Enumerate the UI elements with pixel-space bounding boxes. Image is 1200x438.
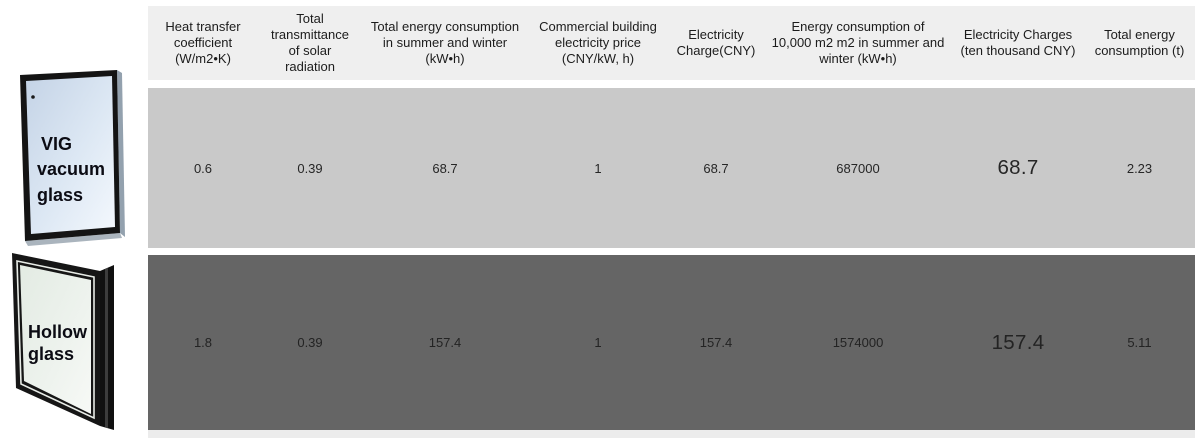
column-header-energy-10000m2: Energy consumption of 10,000 m2 m2 in su… — [771, 19, 945, 66]
vig-charges-ten-thousand-value: 68.7 — [997, 156, 1039, 179]
hollow-spacer-line — [16, 260, 95, 420]
vig-glass-pane — [26, 76, 115, 234]
hollow-energy-10000m2-value: 1574000 — [832, 335, 884, 350]
hollow-glass-image: Hollow glass — [12, 253, 114, 430]
table-row-hollow-glass: 1.8 0.39 157.4 1 157.4 1574000 157.4 5.1… — [148, 255, 1195, 430]
vig-label-line3: glass — [37, 185, 83, 205]
vig-total-energy-kwh-value: 68.7 — [432, 160, 458, 176]
column-header-electricity-charge: Electricity Charge(CNY) — [676, 27, 756, 58]
hollow-total-energy-t-value: 5.11 — [1127, 335, 1152, 350]
vig-label-line1: VIG — [41, 134, 72, 154]
vig-label-line2: vacuum — [37, 159, 105, 179]
hollow-charges-ten-thousand-value: 157.4 — [991, 330, 1045, 354]
comparison-table: Heat transfer coefficient (W/m2•K) Total… — [148, 6, 1195, 430]
vig-electricity-charge-value: 68.7 — [703, 160, 729, 176]
column-header-electricity-price: Commercial building electricity price (C… — [539, 19, 657, 66]
vig-electricity-price-value: 1 — [594, 160, 602, 176]
hollow-side-highlight — [105, 268, 108, 428]
hollow-label-line2: glass — [28, 344, 74, 364]
table-bottom-strip — [148, 430, 1195, 438]
vig-vacuum-port-dot — [31, 95, 35, 99]
vig-heat-transfer-value: 0.6 — [193, 160, 213, 176]
vig-panel-bottom-shadow — [25, 233, 122, 246]
table-row-vig-vacuum-glass: 0.6 0.39 68.7 1 68.7 687000 68.7 2.23 — [148, 88, 1195, 248]
hollow-solar-transmittance-value: 0.39 — [297, 335, 323, 350]
vig-total-energy-t-value: 2.23 — [1126, 160, 1153, 176]
vig-vacuum-glass-image: VIG vacuum glass — [20, 70, 125, 246]
column-header-total-energy-t: Total energy consumption (t) — [1094, 27, 1185, 58]
column-header-heat-transfer: Heat transfer coefficient (W/m2•K) — [165, 19, 241, 66]
vig-panel-edge — [117, 70, 125, 237]
hollow-electricity-charge-value: 157.4 — [699, 335, 733, 350]
column-header-solar-transmittance: Total transmittance of solar radiation — [270, 11, 350, 74]
vig-energy-10000m2-value: 687000 — [836, 160, 880, 176]
hollow-total-energy-kwh-value: 157.4 — [428, 335, 462, 350]
hollow-electricity-price-value: 1 — [594, 335, 602, 350]
hollow-heat-transfer-value: 1.8 — [193, 335, 213, 350]
vig-solar-transmittance-value: 0.39 — [297, 160, 323, 176]
column-header-charges-ten-thousand: Electricity Charges (ten thousand CNY) — [960, 27, 1076, 58]
column-header-total-energy-kwh: Total energy consumption in summer and w… — [370, 19, 520, 66]
hollow-glass-pane — [20, 265, 91, 414]
table-header-row: Heat transfer coefficient (W/m2•K) Total… — [148, 6, 1195, 80]
hollow-label-line1: Hollow — [28, 322, 88, 342]
